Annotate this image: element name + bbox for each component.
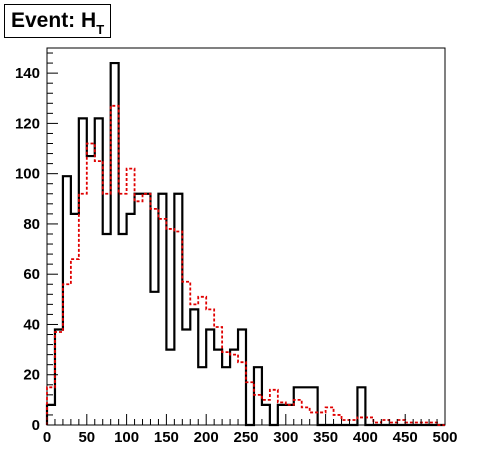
x-tick-label: 150 (154, 429, 179, 446)
y-tick-label: 80 (23, 216, 40, 233)
x-tick-label: 0 (43, 429, 51, 446)
axis-layer: 0 50 100 150 200 250 300 350 400 450 500 0 20 40 60 80 1… (15, 52, 458, 446)
x-tick-label: 500 (432, 429, 457, 446)
x-tick-label: 200 (194, 429, 219, 446)
y-tick-label: 40 (23, 316, 40, 333)
chart-title-subscript: T (96, 21, 105, 37)
y-tick-label: 140 (15, 65, 40, 82)
y-tick-label: 120 (15, 115, 40, 132)
series-2-step-line (46, 104, 445, 426)
y-tick-label: 60 (23, 266, 40, 283)
chart-title-main: Event: H (11, 9, 97, 32)
x-tick-label: 400 (353, 429, 378, 446)
y-tick-label: 0 (32, 417, 40, 434)
series-1-step-line (45, 61, 445, 427)
x-tick-label: 100 (114, 429, 139, 446)
y-tick-label: 100 (15, 166, 40, 183)
series-layer (45, 61, 445, 427)
y-tick-label: 20 (23, 367, 40, 384)
x-tick-label: 50 (78, 429, 95, 446)
x-tick-label: 450 (393, 429, 418, 446)
x-tick-label: 300 (273, 429, 298, 446)
x-tick-label: 350 (313, 429, 338, 446)
x-tick-label: 250 (233, 429, 258, 446)
